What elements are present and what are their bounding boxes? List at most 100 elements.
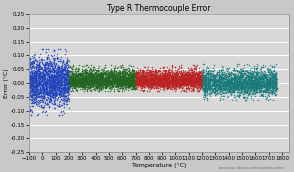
Point bbox=[171, 78, 176, 81]
Point bbox=[221, 79, 226, 82]
Point bbox=[193, 78, 198, 81]
Point bbox=[127, 84, 132, 87]
Point bbox=[174, 70, 179, 73]
Point bbox=[36, 80, 40, 83]
Point bbox=[30, 91, 34, 94]
Point bbox=[91, 71, 96, 74]
Point bbox=[145, 75, 150, 78]
Point bbox=[41, 86, 46, 89]
Point bbox=[229, 86, 234, 89]
Point bbox=[155, 90, 160, 93]
Point bbox=[121, 75, 126, 77]
Point bbox=[240, 70, 245, 72]
Point bbox=[230, 86, 234, 89]
Point bbox=[185, 76, 190, 78]
Point bbox=[35, 78, 40, 81]
Point bbox=[173, 73, 178, 76]
Point bbox=[31, 54, 36, 57]
Point bbox=[147, 78, 152, 80]
Point bbox=[244, 96, 249, 99]
Point bbox=[147, 80, 151, 82]
Point bbox=[87, 80, 92, 83]
Point bbox=[111, 78, 115, 80]
Point bbox=[110, 74, 115, 77]
Point bbox=[206, 70, 210, 73]
Point bbox=[179, 73, 183, 76]
Point bbox=[167, 76, 172, 79]
Point bbox=[274, 89, 279, 92]
Point bbox=[245, 71, 250, 74]
Point bbox=[171, 84, 176, 87]
Point bbox=[247, 82, 251, 84]
Point bbox=[250, 71, 255, 74]
Point bbox=[227, 84, 231, 87]
Point bbox=[196, 90, 201, 92]
Point bbox=[151, 76, 156, 79]
Point bbox=[249, 82, 254, 84]
Point bbox=[28, 70, 33, 73]
Point bbox=[145, 74, 149, 77]
Point bbox=[49, 80, 53, 82]
Point bbox=[99, 77, 103, 79]
Point bbox=[195, 83, 200, 85]
Point bbox=[61, 88, 66, 90]
Point bbox=[60, 76, 64, 79]
Point bbox=[70, 79, 75, 81]
Point bbox=[35, 77, 40, 80]
Point bbox=[33, 91, 37, 94]
Point bbox=[163, 81, 168, 84]
Point bbox=[200, 88, 205, 91]
Point bbox=[53, 80, 57, 83]
Point bbox=[218, 91, 222, 93]
Point bbox=[177, 71, 182, 74]
Point bbox=[143, 76, 148, 79]
Point bbox=[175, 75, 180, 78]
Point bbox=[196, 81, 200, 84]
Point bbox=[139, 75, 143, 78]
Point bbox=[33, 81, 37, 84]
Point bbox=[235, 87, 240, 89]
Point bbox=[54, 77, 59, 80]
Point bbox=[237, 83, 241, 86]
Point bbox=[33, 74, 38, 76]
Point bbox=[165, 80, 170, 83]
Point bbox=[234, 68, 239, 71]
Point bbox=[56, 74, 61, 77]
Point bbox=[192, 79, 196, 82]
Point bbox=[159, 84, 164, 87]
Point bbox=[180, 82, 185, 85]
Point bbox=[243, 88, 247, 91]
Point bbox=[28, 60, 32, 63]
Point bbox=[216, 85, 220, 88]
Point bbox=[44, 68, 49, 71]
Point bbox=[262, 74, 266, 77]
Point bbox=[51, 77, 56, 79]
Point bbox=[221, 83, 226, 86]
Point bbox=[94, 78, 99, 80]
Point bbox=[69, 75, 73, 78]
Point bbox=[89, 78, 93, 81]
Point bbox=[46, 91, 51, 94]
Point bbox=[106, 82, 111, 85]
Point bbox=[128, 82, 133, 85]
Point bbox=[225, 74, 229, 77]
Point bbox=[240, 83, 245, 85]
Point bbox=[51, 84, 55, 86]
Point bbox=[134, 77, 139, 80]
Point bbox=[101, 70, 106, 73]
Point bbox=[192, 83, 197, 85]
Point bbox=[196, 80, 200, 82]
Point bbox=[239, 85, 244, 88]
Point bbox=[234, 81, 239, 84]
Point bbox=[264, 90, 268, 93]
Point bbox=[157, 81, 162, 84]
Point bbox=[37, 70, 41, 73]
Point bbox=[212, 74, 217, 77]
Point bbox=[248, 88, 253, 91]
Point bbox=[242, 89, 246, 92]
Point bbox=[102, 77, 106, 80]
Point bbox=[40, 67, 44, 70]
Point bbox=[271, 87, 275, 89]
Point bbox=[250, 92, 255, 95]
Point bbox=[229, 81, 234, 83]
